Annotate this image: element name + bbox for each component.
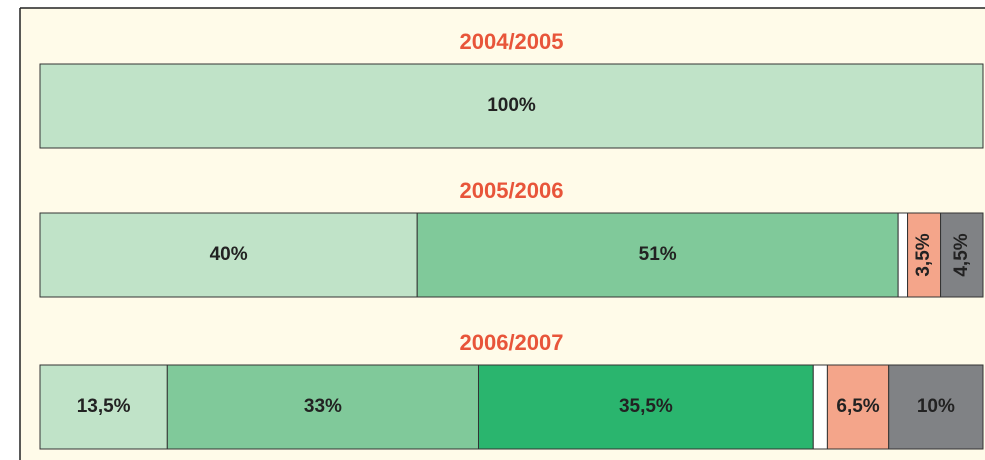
bar-segment — [940, 212, 984, 298]
bar-segment — [812, 364, 828, 450]
bar-segment — [897, 212, 909, 298]
value-label: 33% — [304, 396, 342, 417]
chart-title: 2006/2007 — [460, 330, 564, 355]
value-label: 13,5% — [77, 396, 131, 417]
value-label: 10% — [917, 396, 955, 417]
value-label: 51% — [639, 244, 677, 265]
bar-segment — [39, 63, 984, 149]
bar-segment — [39, 364, 168, 450]
value-label: 40% — [210, 244, 248, 265]
bar-segment — [166, 364, 479, 450]
bar-segment — [888, 364, 984, 450]
value-label: 6,5% — [836, 396, 879, 417]
value-label: 4,5% — [951, 233, 972, 276]
chart-title: 2005/2006 — [460, 178, 564, 203]
bar-segment — [416, 212, 899, 298]
value-label: 35,5% — [619, 396, 673, 417]
bar-segment — [826, 364, 890, 450]
bar-segment — [39, 212, 418, 298]
chart-title: 2004/2005 — [460, 29, 564, 54]
value-label: 3,5% — [913, 233, 934, 276]
value-label: 100% — [487, 95, 536, 116]
